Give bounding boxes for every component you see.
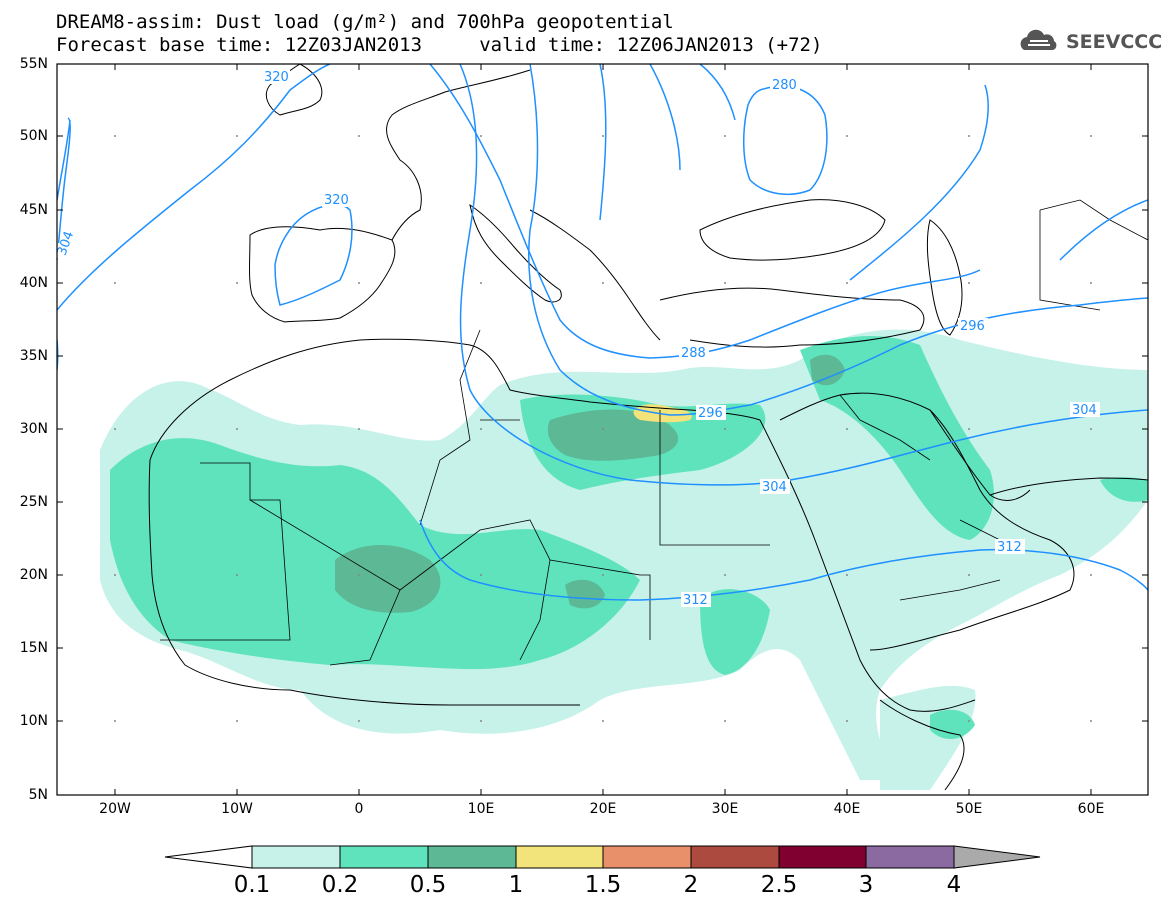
contour-label: 296: [960, 319, 985, 334]
map-title-line1: DREAM8-assim: Dust load (g/m²) and 700hP…: [56, 11, 674, 33]
contour-label: 312: [683, 593, 708, 608]
lon-label: 30E: [711, 801, 739, 817]
lat-label: 35N: [19, 348, 48, 364]
contour-312: [419, 519, 1148, 601]
contour-east-upper: [849, 84, 990, 281]
lon-label: 50E: [955, 801, 983, 817]
contour-label: 280: [772, 78, 797, 93]
lon-label: 20E: [589, 801, 617, 817]
colorbar-label: 3: [858, 872, 874, 898]
contour-label: 312: [997, 540, 1022, 555]
contour-east-right: [1059, 199, 1148, 261]
contour-label: 320: [324, 193, 349, 208]
colorbar-label: 2: [683, 872, 699, 898]
lat-label: 25N: [19, 494, 48, 510]
contour-top-far: [699, 64, 736, 121]
lat-label: 5N: [28, 787, 48, 803]
dust-shade-yellow: [633, 404, 692, 423]
geopotential-contours: [57, 64, 1148, 601]
contour-top-right: [649, 64, 681, 171]
contour-top-mid: [599, 64, 607, 221]
lat-label: 40N: [19, 275, 48, 291]
lon-label: 20W: [99, 801, 131, 817]
contour-label: 288: [681, 346, 706, 361]
colorbar-label: 0.2: [321, 872, 359, 898]
cloud-icon: [1020, 29, 1057, 50]
contour-label: 304: [1072, 403, 1097, 418]
contour-320-iberia: [274, 203, 353, 306]
colorbar-label: 1.5: [584, 872, 622, 898]
logo-text: SEEVCCC: [1066, 31, 1163, 53]
axis-ticks: [57, 63, 1148, 795]
lon-label: 40E: [833, 801, 861, 817]
lon-label: 10W: [221, 801, 253, 817]
contour-304-west: [57, 117, 71, 261]
contour-288-mid: [429, 64, 981, 359]
coastlines: [148, 64, 1148, 791]
lat-label: 30N: [19, 421, 48, 437]
map-title-line2: Forecast base time: 12Z03JAN2013 valid t…: [56, 34, 823, 56]
lat-label: 50N: [19, 128, 48, 144]
colorbar-label: 0.1: [233, 872, 271, 898]
lat-label: 20N: [19, 567, 48, 583]
contour-280: [742, 85, 828, 196]
colorbar-label: 2.5: [760, 872, 798, 898]
colorbar-label: 1: [508, 872, 524, 898]
contour-label: 320: [264, 70, 289, 85]
colorbar-label: 0.5: [409, 872, 447, 898]
lon-label: 60E: [1077, 801, 1105, 817]
lon-label: 0: [354, 801, 364, 817]
lat-label: 55N: [19, 56, 48, 72]
colorbar-label: 4: [946, 872, 962, 898]
dust-shade-dark: [335, 354, 845, 613]
contour-304-mid: [459, 64, 1148, 486]
contour-labels: 280 288 296 296 304 304 304 312 312 320 …: [57, 69, 1100, 608]
country-borders: [160, 199, 1148, 666]
contour-320-north: [57, 64, 331, 311]
grid-dots: [114, 135, 1092, 722]
contour-296-west: [57, 119, 71, 201]
lon-label: 10E: [467, 801, 495, 817]
contour-label: 304: [762, 480, 787, 495]
lat-label: 15N: [19, 640, 48, 656]
contour-label: 296: [698, 406, 723, 421]
lat-label: 45N: [19, 202, 48, 218]
lat-label: 10N: [19, 713, 48, 729]
